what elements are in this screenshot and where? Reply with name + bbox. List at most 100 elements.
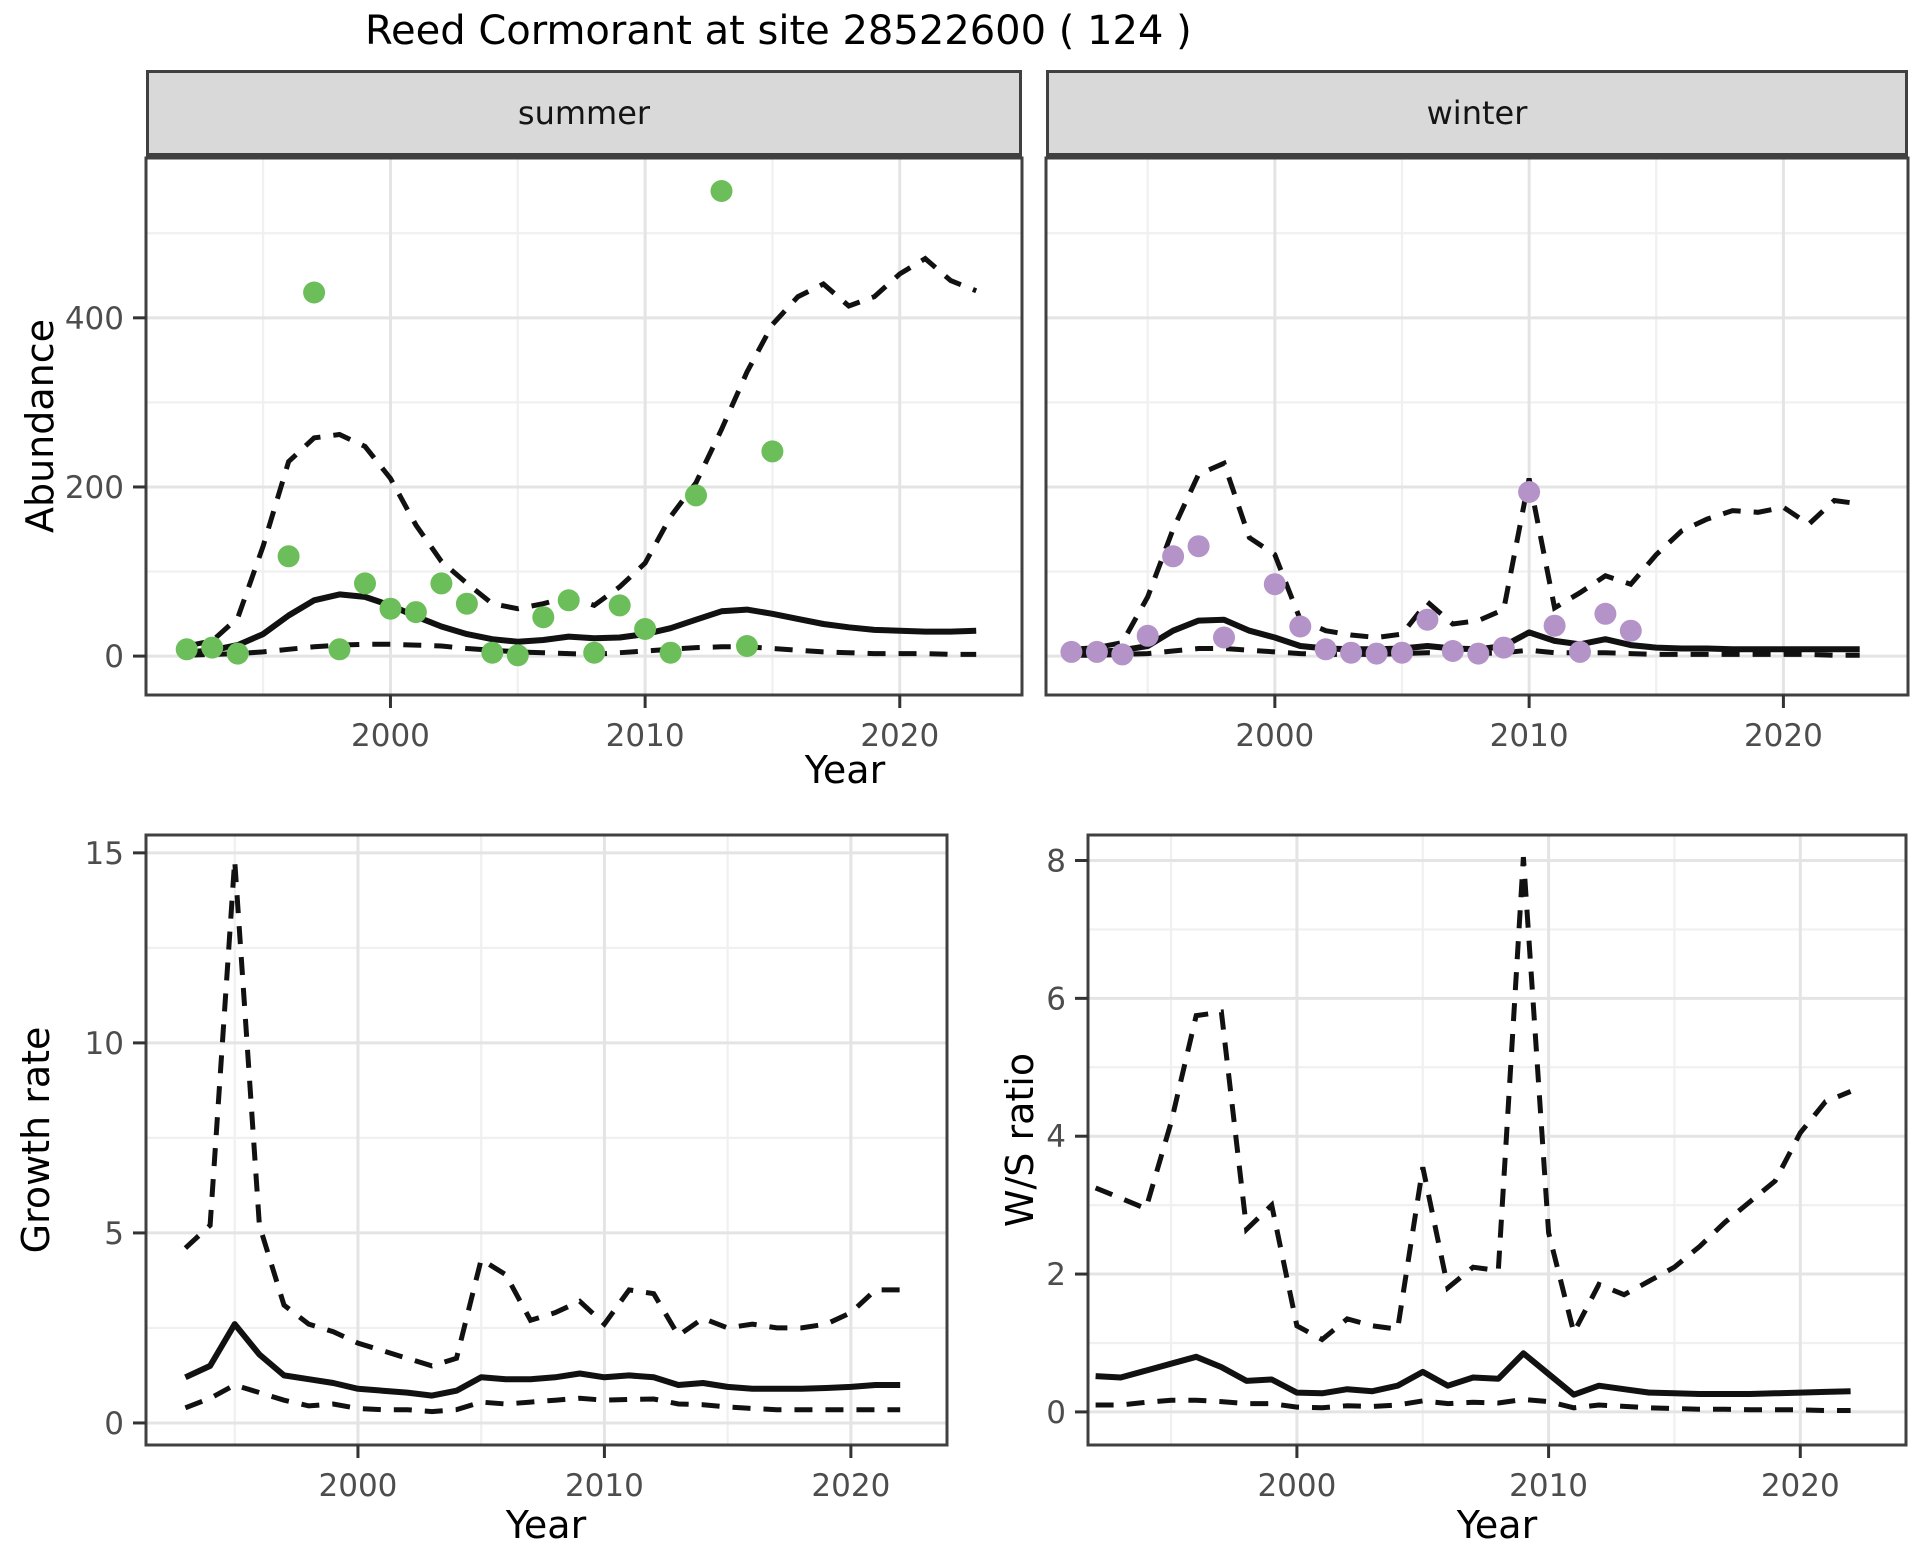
lower-ci-line — [1071, 646, 1860, 658]
figure-title: Reed Cormorant at site 28522600 ( 124 ) — [365, 8, 1192, 54]
upper-ci-line — [183, 860, 901, 1369]
data-point — [455, 592, 478, 615]
x-tick-label: 2020 — [1761, 1468, 1840, 1504]
x-tick-label: 2000 — [1257, 1468, 1336, 1504]
data-point — [736, 635, 758, 657]
data-point — [1187, 535, 1210, 558]
data-point — [506, 644, 529, 667]
data-point — [659, 641, 682, 664]
fitted-line — [1095, 1350, 1851, 1398]
panel-border — [144, 833, 949, 1447]
x-tick-label: 2020 — [811, 1468, 890, 1504]
data-point — [354, 572, 376, 595]
panel-growth: 2000 2010 2020 0 5 10 15 — [85, 833, 949, 1504]
data-point — [1289, 615, 1312, 638]
x-tick-label: 2000 — [351, 718, 430, 754]
x-tick-label: 2010 — [565, 1468, 644, 1504]
data-point — [1416, 608, 1439, 631]
y-tick-label: 400 — [65, 301, 124, 337]
data-point — [1060, 640, 1083, 663]
upper-ci-line — [186, 255, 978, 649]
data-point — [277, 545, 300, 568]
upper-ci-line — [1094, 856, 1852, 1343]
x-tick-label: 2000 — [1235, 718, 1314, 754]
panel-winter: 2000 2010 2020 — [1044, 156, 1910, 754]
x-axis-title-year-top: Year — [804, 748, 886, 792]
data-point — [634, 618, 657, 640]
data-point — [404, 601, 427, 624]
panel-border — [1044, 156, 1910, 697]
data-point — [532, 606, 555, 629]
fitted-line — [186, 591, 977, 656]
facet-strip-summer: summer — [146, 70, 1022, 158]
y-tick-label: 0 — [1046, 1395, 1066, 1431]
data-point — [1085, 640, 1108, 663]
data-point — [1213, 626, 1235, 649]
x-tick-label: 2020 — [1744, 718, 1823, 754]
y-axis-title-abundance: Abundance — [18, 318, 62, 534]
data-point — [557, 589, 580, 612]
data-point — [1314, 638, 1337, 661]
x-tick-label: 2010 — [1490, 718, 1569, 754]
panel-ratio: 2000 2010 2020 0 2 4 6 8 — [1046, 833, 1908, 1504]
y-axis-title-ws-ratio: W/S ratio — [998, 1052, 1042, 1228]
data-point — [303, 281, 326, 304]
facet-strip-summer-label: summer — [517, 94, 651, 132]
data-point — [710, 180, 733, 202]
y-tick-label: 0 — [104, 639, 124, 675]
data-point — [1263, 573, 1286, 596]
y-tick-label: 6 — [1046, 981, 1066, 1017]
data-point — [583, 641, 606, 664]
x-tick-label: 2010 — [1509, 1468, 1588, 1504]
lower-ci-line — [186, 641, 977, 658]
data-point — [481, 641, 504, 664]
data-point — [1391, 641, 1413, 664]
data-point — [1569, 640, 1591, 663]
data-point — [1594, 602, 1617, 625]
data-point — [761, 440, 784, 463]
facet-strip-winter-label: winter — [1426, 94, 1528, 132]
data-point — [1441, 640, 1464, 662]
y-tick-label: 15 — [85, 836, 124, 872]
y-tick-label: 8 — [1046, 844, 1066, 880]
fitted-line — [184, 1321, 901, 1399]
lower-ci-line — [184, 1382, 901, 1415]
data-point — [1492, 636, 1515, 659]
lower-ci-line — [1095, 1396, 1851, 1413]
panel-summer: 2000 2010 2020 0 200 400 — [65, 156, 1024, 754]
y-tick-label: 10 — [85, 1026, 124, 1062]
data-point — [608, 594, 631, 617]
data-point — [226, 642, 249, 665]
data-point — [1543, 614, 1566, 637]
y-tick-label: 200 — [65, 470, 124, 506]
x-tick-label: 2010 — [606, 718, 685, 754]
data-point — [1365, 642, 1388, 665]
data-point — [1136, 624, 1159, 647]
data-point — [1162, 545, 1185, 568]
upper-ci-line — [1071, 459, 1861, 652]
fitted-line — [1071, 616, 1860, 656]
x-axis-title-year-growth: Year — [505, 1503, 587, 1547]
y-tick-label: 5 — [104, 1216, 124, 1252]
x-tick-label: 2000 — [319, 1468, 398, 1504]
data-point — [1340, 641, 1363, 664]
data-point — [328, 638, 351, 661]
data-point — [1518, 481, 1541, 503]
data-point — [1619, 619, 1642, 642]
panel-border — [144, 156, 1024, 697]
facet-strip-winter: winter — [1046, 70, 1908, 158]
y-tick-label: 2 — [1046, 1257, 1066, 1293]
y-tick-label: 4 — [1046, 1119, 1066, 1155]
data-point — [379, 597, 402, 620]
x-tick-label: 2020 — [860, 718, 939, 754]
data-point — [685, 484, 707, 507]
y-axis-title-growth-rate: Growth rate — [14, 1026, 58, 1254]
y-tick-label: 0 — [104, 1406, 124, 1442]
data-point — [430, 572, 453, 595]
data-point — [201, 636, 224, 659]
data-point — [1467, 642, 1490, 665]
data-point — [1111, 643, 1134, 666]
data-point — [175, 638, 198, 661]
